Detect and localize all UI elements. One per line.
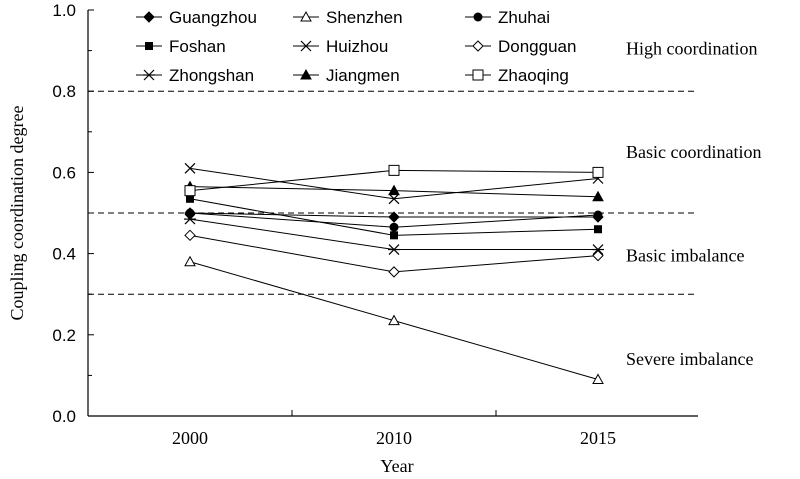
- data-point: [390, 231, 398, 240]
- series-zhongshan: [184, 213, 604, 255]
- data-point: [184, 229, 196, 242]
- y-tick-label: 0.6: [52, 163, 76, 182]
- x-axis-label: Year: [380, 456, 413, 476]
- data-point: [388, 184, 400, 196]
- legend-marker: [472, 69, 484, 81]
- legend-marker: [472, 40, 484, 52]
- legend-item: Huizhou: [293, 37, 388, 56]
- legend: Guangzhou Shenzhen Zhuhai Foshan Huizhou Dong…: [136, 8, 576, 85]
- legend-label: Jiangmen: [326, 66, 400, 85]
- legend-marker: [300, 10, 312, 22]
- series-group: [184, 162, 604, 384]
- legend-marker: [300, 40, 312, 52]
- y-tick-label: 1.0: [52, 1, 76, 20]
- data-point: [388, 266, 400, 278]
- x-ticks: 2000 2010 2015: [172, 410, 616, 448]
- y-ticks: 0.0 0.2 0.4 0.6 0.8 1.0: [52, 1, 94, 426]
- legend-item: Zhuhai: [465, 8, 550, 27]
- data-point: [388, 193, 400, 205]
- series-zhaoqing: [184, 164, 604, 197]
- legend-marker: [143, 11, 155, 23]
- legend-item: Zhaoqing: [465, 66, 569, 85]
- series-zhuhai: [185, 208, 603, 232]
- data-point: [388, 164, 400, 176]
- data-point: [184, 185, 196, 197]
- data-point: [389, 222, 399, 232]
- legend-marker: [473, 12, 483, 22]
- data-point: [184, 213, 196, 225]
- legend-marker: [143, 69, 155, 81]
- zone-label: High coordination: [626, 39, 757, 59]
- legend-label: Foshan: [169, 37, 226, 56]
- y-tick-label: 0.4: [52, 245, 76, 264]
- data-point: [594, 225, 602, 234]
- data-point: [388, 314, 400, 326]
- legend-item: Shenzhen: [293, 8, 403, 27]
- legend-marker: [300, 68, 312, 80]
- legend-label: Guangzhou: [169, 8, 257, 27]
- legend-item: Guangzhou: [136, 8, 257, 27]
- series-shenzhen: [184, 255, 604, 384]
- data-point: [185, 208, 195, 218]
- y-tick-label: 0.2: [52, 326, 76, 345]
- data-point: [592, 190, 604, 202]
- legend-label: Zhuhai: [498, 8, 550, 27]
- legend-label: Zhongshan: [169, 66, 254, 85]
- zone-label: Basic imbalance: [626, 246, 744, 266]
- series-guangzhou: [184, 207, 604, 223]
- data-point: [388, 244, 400, 255]
- y-tick-label: 0.8: [52, 82, 76, 101]
- data-point: [184, 255, 196, 267]
- data-point: [592, 373, 604, 384]
- data-point: [593, 210, 603, 220]
- zone-label: Severe imbalance: [626, 349, 753, 369]
- y-tick-label: 0.0: [52, 407, 76, 426]
- data-point: [184, 162, 196, 174]
- x-tick-label: 2000: [172, 428, 208, 448]
- data-point: [592, 244, 604, 255]
- data-point: [592, 249, 604, 262]
- legend-label: Zhaoqing: [498, 66, 569, 85]
- legend-item: Jiangmen: [293, 66, 400, 85]
- legend-label: Shenzhen: [326, 8, 403, 27]
- legend-marker: [145, 42, 153, 50]
- series-foshan: [186, 194, 602, 240]
- legend-label: Dongguan: [498, 37, 576, 56]
- legend-item: Dongguan: [465, 37, 576, 56]
- data-point: [388, 211, 400, 223]
- y-axis-label: Coupling coordination degree: [7, 106, 27, 321]
- x-tick-label: 2015: [580, 428, 616, 448]
- legend-label: Huizhou: [326, 37, 388, 56]
- x-tick-label: 2010: [376, 428, 412, 448]
- data-point: [592, 166, 604, 178]
- legend-item: Zhongshan: [136, 66, 254, 85]
- data-point: [186, 194, 194, 203]
- zone-label: Basic coordination: [626, 142, 761, 162]
- zone-labels: High coordination Basic coordination Basic…: [626, 39, 761, 370]
- series-dongguan: [184, 229, 604, 278]
- legend-item: Foshan: [136, 37, 226, 56]
